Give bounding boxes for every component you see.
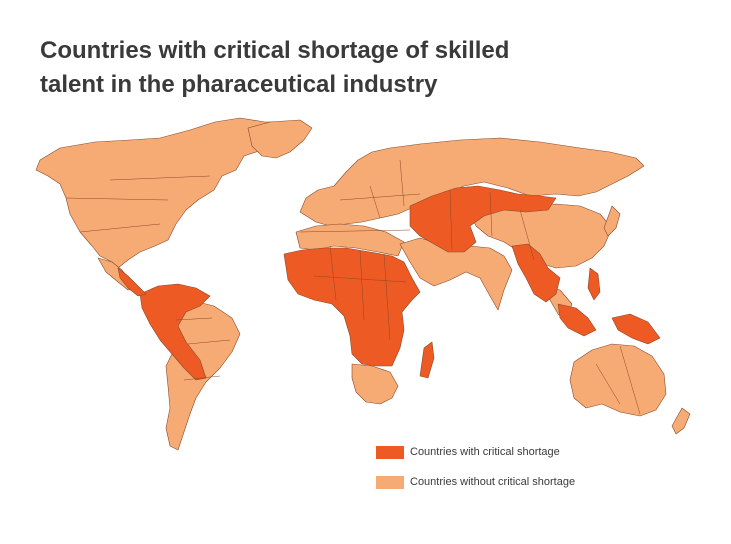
regions-with-shortage <box>117 185 661 381</box>
region-south-asia-shortage <box>511 243 561 303</box>
region-new-guinea-shortage <box>611 313 661 345</box>
region-central-asia-shortage <box>409 185 557 253</box>
region-indonesia-shortage <box>557 303 597 337</box>
region-africa-shortage <box>283 247 421 367</box>
region-north-america <box>35 117 311 269</box>
region-australia <box>569 343 667 417</box>
region-new-zealand <box>671 407 691 435</box>
map-title: Countries with critical shortage of skil… <box>40 34 560 102</box>
region-andean-shortage <box>139 283 211 381</box>
country-borders <box>65 159 641 415</box>
legend-swatch-no-shortage <box>376 476 404 489</box>
region-europe-russia <box>299 137 645 227</box>
map-title-line-1: Countries with critical shortage of skil… <box>40 37 510 64</box>
region-greenland <box>247 119 313 159</box>
region-madagascar-shortage <box>419 341 435 379</box>
region-central-america-shortage <box>117 267 147 297</box>
region-southern-africa <box>351 363 399 405</box>
region-philippines-shortage <box>587 267 601 301</box>
legend-swatch-shortage <box>376 446 404 459</box>
map-title-line-2: talent in the pharaceutical industry <box>40 71 438 98</box>
region-japan <box>603 205 621 237</box>
legend-label-shortage: Countries with critical shortage <box>410 446 560 458</box>
legend-label-no-shortage: Countries without critical shortage <box>410 476 576 488</box>
